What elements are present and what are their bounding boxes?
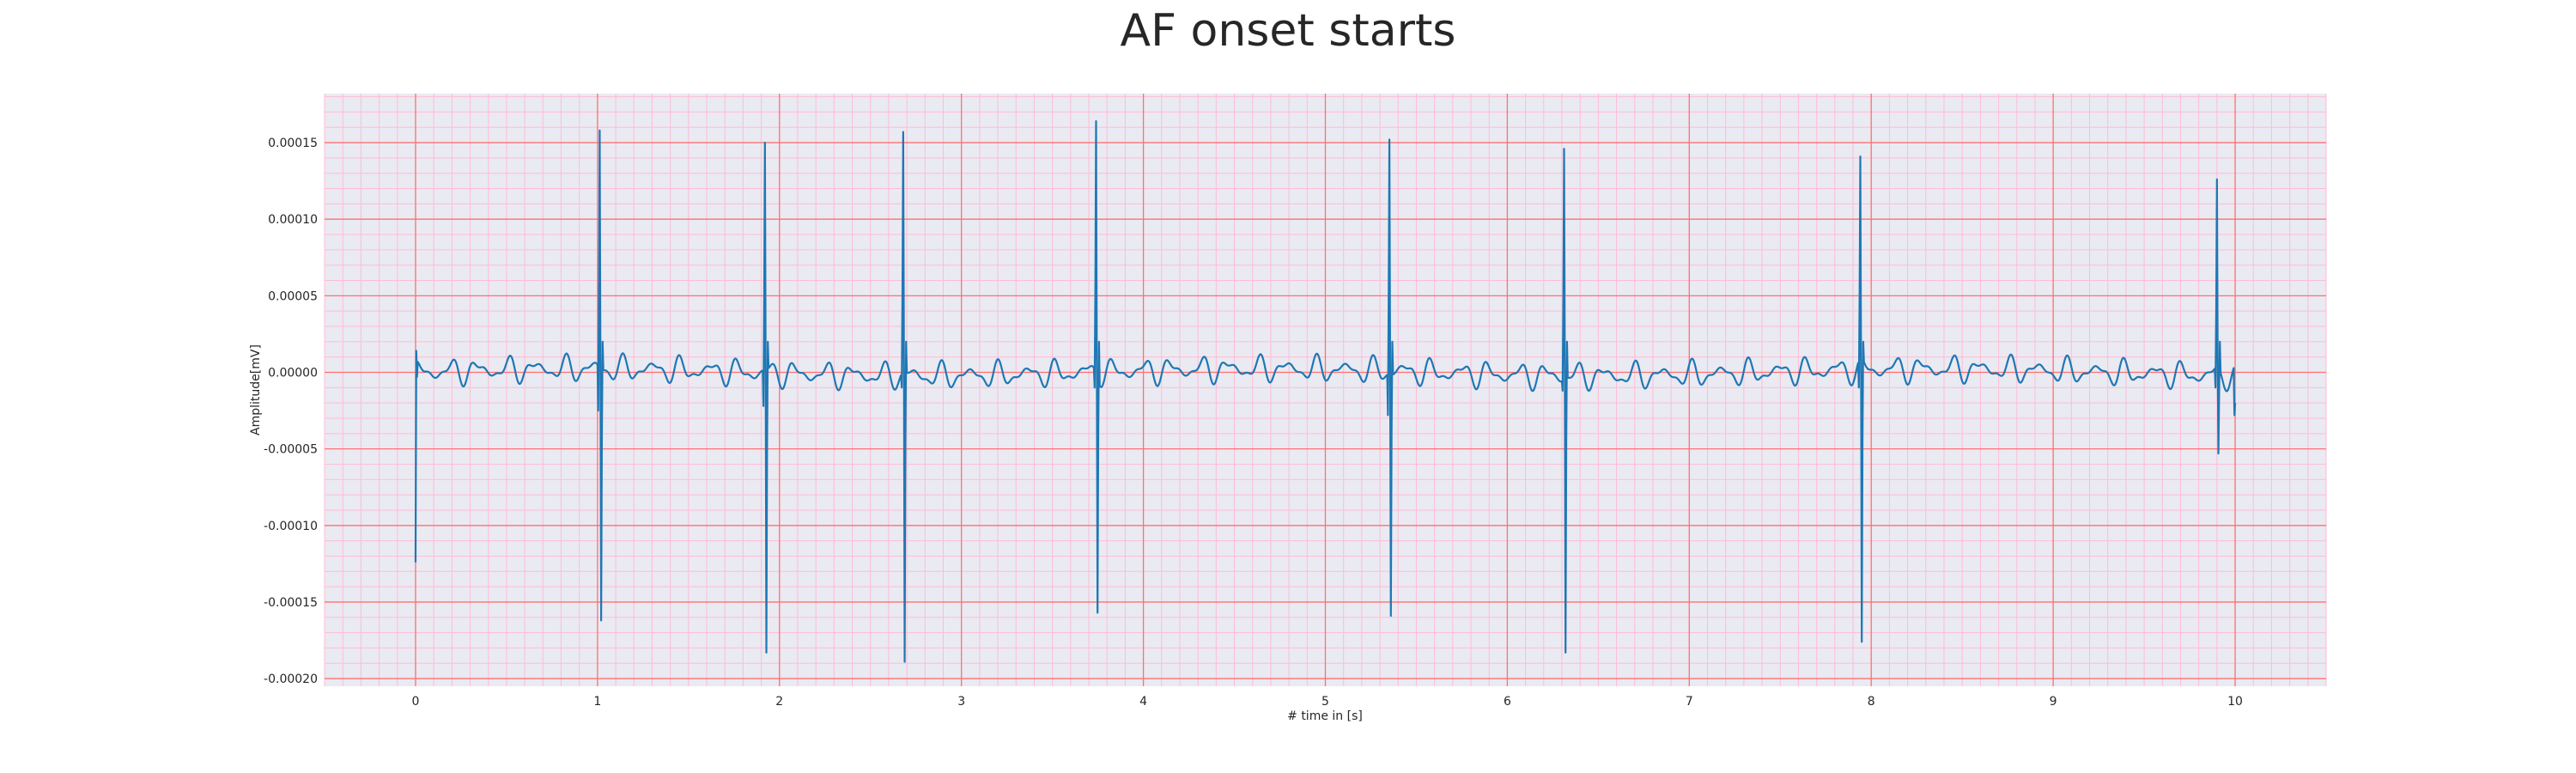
chart-title: AF onset starts <box>1120 5 1456 57</box>
x-tick-label: 6 <box>1504 695 1511 709</box>
x-axis-label: # time in [s] <box>1287 709 1363 723</box>
x-tick-label: 0 <box>411 695 419 709</box>
y-axis-ticks: 0.00015 0.00010 0.00005 0.00000 -0.00005 -0.0… <box>264 137 318 686</box>
y-tick-label: -0.00005 <box>264 443 318 457</box>
x-axis-ticks: 0 1 2 3 4 5 6 7 8 9 10 <box>411 695 2242 709</box>
x-tick-label: 3 <box>957 695 965 709</box>
y-tick-label: 0.00000 <box>268 366 318 380</box>
x-tick-label: 8 <box>1868 695 1875 709</box>
x-tick-label: 5 <box>1321 695 1329 709</box>
y-tick-label: -0.00015 <box>264 596 318 610</box>
y-tick-label: -0.00020 <box>264 673 318 686</box>
y-tick-label: 0.00005 <box>268 289 318 303</box>
x-tick-label: 4 <box>1139 695 1147 709</box>
x-tick-label: 10 <box>2227 695 2243 709</box>
y-tick-label: 0.00010 <box>268 213 318 227</box>
x-tick-label: 7 <box>1686 695 1693 709</box>
y-axis-label: Amplitude[mV] <box>249 344 263 435</box>
x-tick-label: 9 <box>2050 695 2057 709</box>
x-tick-label: 1 <box>593 695 601 709</box>
x-tick-label: 2 <box>775 695 783 709</box>
y-tick-label: 0.00015 <box>268 137 318 150</box>
y-tick-label: -0.00010 <box>264 520 318 533</box>
ecg-signal-line <box>414 119 2237 663</box>
